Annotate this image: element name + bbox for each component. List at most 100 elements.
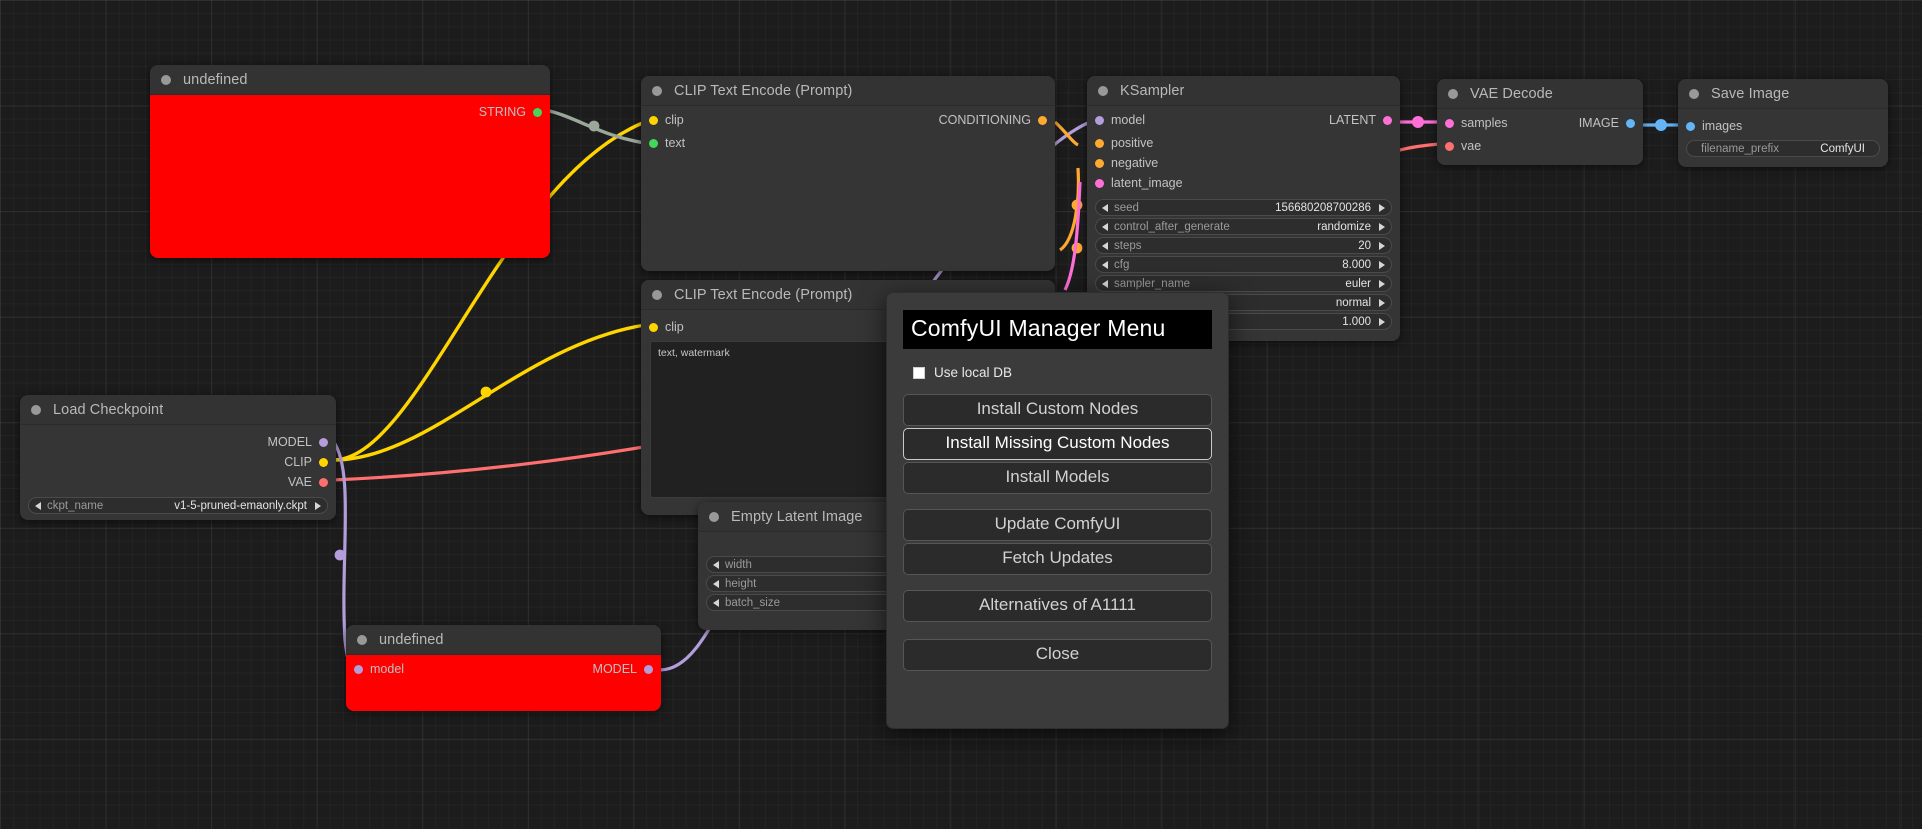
widget-name: filename_prefix (1701, 142, 1779, 155)
input-slot-clip[interactable]: clip (641, 317, 1055, 337)
input-slot-model[interactable]: model (346, 662, 404, 676)
input-slot-latent-image[interactable]: latent_image (1087, 173, 1400, 193)
increment-icon[interactable] (1379, 203, 1385, 212)
input-label: images (1702, 119, 1743, 133)
node-collapse-icon[interactable] (652, 85, 662, 96)
decrement-icon[interactable] (35, 501, 41, 510)
conditioning-output-port[interactable] (1038, 115, 1047, 125)
input-slot-text[interactable]: text (641, 133, 1055, 153)
node-undefined-model[interactable]: undefined model MODEL (346, 625, 661, 711)
string-output-port[interactable] (533, 107, 542, 117)
widget-name: steps (1114, 239, 1142, 252)
input-slot-images[interactable]: images (1678, 116, 1888, 136)
clip-output-port[interactable] (319, 457, 328, 467)
negative-input-port[interactable] (1095, 158, 1104, 168)
decrement-icon[interactable] (713, 598, 719, 607)
node-title-bar[interactable]: undefined (346, 625, 661, 655)
clip-input-port[interactable] (649, 322, 658, 332)
increment-icon[interactable] (315, 501, 321, 510)
node-undefined-string[interactable]: undefined STRING (150, 65, 550, 258)
output-slot-string[interactable]: STRING (150, 102, 550, 122)
widget-steps[interactable]: steps 20 (1095, 237, 1392, 254)
decrement-icon[interactable] (1102, 260, 1108, 269)
output-slot-vae[interactable]: VAE (20, 472, 336, 492)
node-title-bar[interactable]: KSampler (1087, 76, 1400, 106)
increment-icon[interactable] (1379, 222, 1385, 231)
node-title-label: KSampler (1120, 82, 1185, 99)
node-title-bar[interactable]: Save Image (1678, 79, 1888, 109)
widget-ckpt-name[interactable]: ckpt_name v1-5-pruned-emaonly.ckpt (28, 497, 328, 514)
node-title-bar[interactable]: VAE Decode (1437, 79, 1643, 109)
node-title-bar[interactable]: undefined (150, 65, 550, 95)
increment-icon[interactable] (1379, 317, 1385, 326)
output-slot-conditioning[interactable]: CONDITIONING (939, 113, 1055, 127)
widget-cfg[interactable]: cfg 8.000 (1095, 256, 1392, 273)
samples-input-port[interactable] (1445, 118, 1454, 128)
node-collapse-icon[interactable] (161, 74, 171, 85)
close-button[interactable]: Close (903, 639, 1212, 671)
decrement-icon[interactable] (1102, 279, 1108, 288)
node-clip-text-encode-positive[interactable]: CLIP Text Encode (Prompt) clip CONDITION… (641, 76, 1055, 271)
input-slot-clip[interactable]: clip (641, 113, 684, 127)
increment-icon[interactable] (1379, 241, 1385, 250)
update-comfyui-button[interactable]: Update ComfyUI (903, 509, 1212, 541)
widget-seed[interactable]: seed 156680208700286 (1095, 199, 1392, 216)
comfyui-manager-dialog[interactable]: ComfyUI Manager Menu Use local DB Instal… (886, 292, 1229, 729)
decrement-icon[interactable] (1102, 222, 1108, 231)
input-slot-vae[interactable]: vae (1437, 136, 1643, 156)
node-vae-decode[interactable]: VAE Decode samples IMAGE vae (1437, 79, 1643, 165)
output-slot-latent[interactable]: LATENT (1329, 113, 1400, 127)
input-slot-samples[interactable]: samples (1437, 116, 1508, 130)
node-load-checkpoint[interactable]: Load Checkpoint MODEL CLIP VAE ckpt_name… (20, 395, 336, 520)
install-models-button[interactable]: Install Models (903, 462, 1212, 494)
output-slot-clip[interactable]: CLIP (20, 452, 336, 472)
output-slot-model[interactable]: MODEL (593, 662, 661, 676)
install-custom-nodes-button[interactable]: Install Custom Nodes (903, 394, 1212, 426)
output-label: CONDITIONING (938, 113, 1031, 127)
latent-image-input-port[interactable] (1095, 178, 1104, 188)
install-missing-custom-nodes-button[interactable]: Install Missing Custom Nodes (903, 428, 1212, 460)
node-collapse-icon[interactable] (31, 404, 41, 415)
node-collapse-icon[interactable] (1448, 88, 1458, 99)
latent-output-port[interactable] (1383, 115, 1392, 125)
image-output-port[interactable] (1626, 118, 1635, 128)
model-input-port[interactable] (1095, 115, 1104, 125)
node-collapse-icon[interactable] (709, 511, 719, 522)
widget-sampler-name[interactable]: sampler_name euler (1095, 275, 1392, 292)
use-local-db-row[interactable]: Use local DB (913, 365, 1212, 380)
fetch-updates-button[interactable]: Fetch Updates (903, 543, 1212, 575)
input-slot-negative[interactable]: negative (1087, 153, 1400, 173)
clip-input-port[interactable] (649, 115, 658, 125)
input-slot-positive[interactable]: positive (1087, 133, 1400, 153)
input-slot-model[interactable]: model (1087, 113, 1145, 127)
model-output-port[interactable] (644, 664, 653, 674)
node-collapse-icon[interactable] (1098, 85, 1108, 96)
vae-input-port[interactable] (1445, 141, 1454, 151)
node-title-bar[interactable]: Load Checkpoint (20, 395, 336, 425)
widget-control-after-generate[interactable]: control_after_generate randomize (1095, 218, 1392, 235)
decrement-icon[interactable] (713, 560, 719, 569)
increment-icon[interactable] (1379, 298, 1385, 307)
output-slot-image[interactable]: IMAGE (1579, 116, 1643, 130)
decrement-icon[interactable] (1102, 241, 1108, 250)
node-collapse-icon[interactable] (652, 289, 662, 300)
increment-icon[interactable] (1379, 279, 1385, 288)
images-input-port[interactable] (1686, 121, 1695, 131)
text-input-port[interactable] (649, 138, 658, 148)
node-save-image[interactable]: Save Image images filename_prefix ComfyU… (1678, 79, 1888, 167)
vae-output-port[interactable] (319, 477, 328, 487)
widget-filename-prefix[interactable]: filename_prefix ComfyUI (1686, 140, 1880, 157)
node-collapse-icon[interactable] (357, 634, 367, 645)
model-output-port[interactable] (319, 437, 328, 447)
model-input-port[interactable] (354, 664, 363, 674)
positive-input-port[interactable] (1095, 138, 1104, 148)
decrement-icon[interactable] (713, 579, 719, 588)
use-local-db-checkbox[interactable] (913, 366, 925, 379)
output-slot-model[interactable]: MODEL (20, 432, 336, 452)
node-title-bar[interactable]: CLIP Text Encode (Prompt) (641, 76, 1055, 106)
decrement-icon[interactable] (1102, 203, 1108, 212)
node-collapse-icon[interactable] (1689, 88, 1699, 99)
alternatives-of-a1111-button[interactable]: Alternatives of A1111 (903, 590, 1212, 622)
increment-icon[interactable] (1379, 260, 1385, 269)
